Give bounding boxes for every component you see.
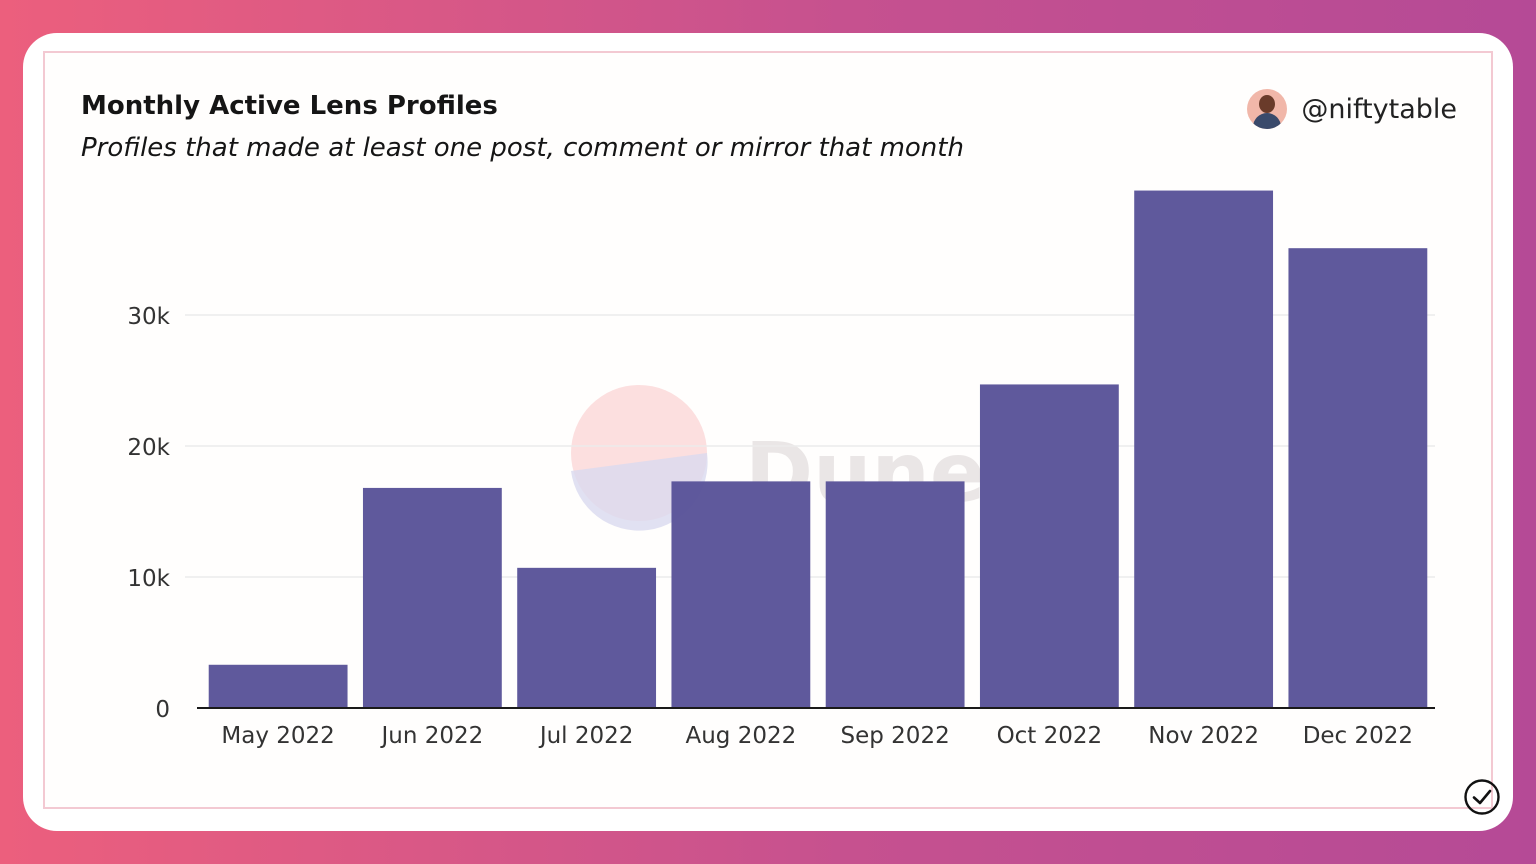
bar-dec-2022[interactable] — [1288, 248, 1428, 708]
x-tick-label: Sep 2022 — [841, 723, 950, 749]
y-tick-label: 20k — [127, 435, 170, 461]
chart-panel: Monthly Active Lens Profiles Profiles th… — [43, 51, 1500, 815]
x-tick-label: Aug 2022 — [685, 723, 796, 749]
check-circle-icon[interactable] — [1463, 778, 1501, 816]
x-tick-label: Dec 2022 — [1303, 723, 1413, 749]
bar-jul-2022[interactable] — [517, 567, 657, 708]
author-name[interactable]: @niftytable — [1301, 93, 1457, 125]
avatar-body — [1253, 113, 1282, 129]
x-tick-label: May 2022 — [221, 723, 334, 749]
bar-may-2022[interactable] — [208, 664, 348, 708]
chart-subtitle: Profiles that made at least one post, co… — [81, 133, 964, 163]
chart-title: Monthly Active Lens Profiles — [81, 91, 498, 121]
bar-sep-2022[interactable] — [825, 481, 965, 708]
bar-oct-2022[interactable] — [979, 384, 1119, 708]
x-tick-label: Nov 2022 — [1148, 723, 1259, 749]
bar-jun-2022[interactable] — [362, 487, 502, 708]
bars — [208, 190, 1428, 709]
bar-aug-2022[interactable] — [671, 481, 811, 708]
author-badge[interactable]: @niftytable — [1247, 89, 1457, 129]
y-tick-label: 0 — [155, 697, 170, 723]
x-tick-label: Jun 2022 — [379, 723, 483, 749]
y-tick-label: 10k — [127, 566, 170, 592]
avatar[interactable] — [1247, 89, 1288, 129]
x-tick-label: Oct 2022 — [997, 723, 1103, 749]
x-axis-ticks: May 2022 Jun 2022 Jul 2022 Aug 2022 Sep 2022… — [221, 723, 1413, 749]
chart-card: Monthly Active Lens Profiles Profiles th… — [23, 33, 1513, 831]
bar-nov-2022[interactable] — [1134, 190, 1274, 709]
avatar-head — [1259, 95, 1276, 113]
y-axis-ticks: 0 10k 20k 30k — [127, 304, 170, 723]
y-tick-label: 30k — [127, 304, 170, 330]
x-tick-label: Jul 2022 — [538, 723, 634, 749]
